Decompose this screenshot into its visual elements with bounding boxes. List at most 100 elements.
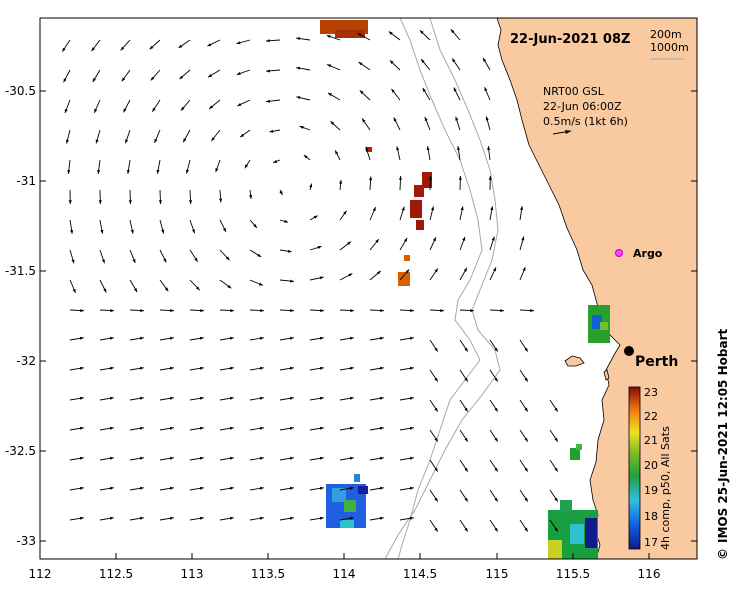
- current-arrow-head: [253, 224, 257, 228]
- current-arrow-head: [319, 456, 324, 460]
- perth-label: Perth: [635, 354, 678, 370]
- current-arrow-head: [139, 336, 144, 340]
- current-arrow-head: [453, 87, 457, 92]
- current-arrow-head: [266, 69, 270, 73]
- current-arrow-head: [169, 486, 174, 490]
- current-arrow-head: [139, 366, 144, 370]
- current-arrow-head: [319, 336, 324, 340]
- current-arrow-head: [229, 516, 234, 520]
- current-arrow-head: [289, 396, 294, 400]
- current-arrow-head: [524, 377, 528, 382]
- current-arrow-head: [524, 467, 528, 472]
- y-tick-label: -31.5: [5, 264, 36, 278]
- current-arrow-head: [164, 287, 169, 292]
- argo-marker: [615, 249, 623, 257]
- current-arrow-head: [299, 126, 304, 129]
- current-arrow-head: [199, 426, 204, 430]
- current-arrow-head: [357, 33, 362, 37]
- x-tick-label: 113.5: [251, 567, 285, 581]
- current-arrow-head: [229, 396, 234, 400]
- current-arrow-head: [185, 169, 190, 174]
- current-arrow-head: [296, 96, 301, 100]
- current-arrow-head: [494, 347, 498, 352]
- current-arrow-head: [440, 308, 444, 313]
- current-arrow-head: [358, 62, 363, 66]
- current-arrow-head: [79, 426, 84, 430]
- current-arrow-head: [494, 377, 498, 382]
- current-arrow-head: [79, 396, 84, 400]
- current-arrow-head: [199, 516, 204, 520]
- current-arrow-head: [424, 116, 428, 121]
- current-arrow-head: [524, 527, 528, 532]
- current-arrow-head: [209, 105, 214, 109]
- current-arrow-head: [128, 200, 132, 204]
- current-arrow-head: [401, 206, 405, 211]
- current-arrow-head: [120, 46, 125, 51]
- current-arrow-head: [259, 486, 264, 490]
- colorbar-tick: 19: [644, 484, 658, 497]
- current-arrows: [61, 29, 559, 532]
- y-tick-label: -31: [16, 174, 36, 188]
- current-arrow-head: [409, 426, 414, 430]
- current-arrow-head: [101, 259, 105, 264]
- map-frame: [39, 17, 698, 560]
- current-arrow-head: [284, 219, 289, 223]
- current-arrow-head: [379, 336, 384, 340]
- current-arrow-head: [434, 407, 438, 412]
- current-arrow-head: [428, 176, 432, 180]
- argo-label: Argo: [633, 247, 663, 260]
- current-arrow-head: [79, 366, 84, 370]
- current-arrow-head: [289, 516, 294, 520]
- current-arrow-head: [80, 308, 84, 313]
- current-arrow-head: [320, 308, 324, 313]
- colorbar-tick: 20: [644, 459, 658, 472]
- current-arrow-head: [313, 215, 318, 219]
- current-arrow-head: [259, 366, 264, 370]
- current-arrow-head: [289, 426, 294, 430]
- x-tick-label: 116: [638, 567, 661, 581]
- current-arrow-head: [140, 308, 144, 313]
- current-arrow-head: [225, 256, 230, 261]
- current-arrow-head: [434, 377, 438, 382]
- current-arrow-head: [455, 116, 459, 121]
- current-arrow-head: [319, 366, 324, 370]
- current-arrow-head: [362, 118, 366, 123]
- current-arrow-head: [139, 486, 144, 490]
- current-arrow-head: [319, 516, 324, 520]
- current-arrow-head: [520, 206, 524, 211]
- current-arrow-head: [485, 116, 489, 121]
- current-arrow-head: [524, 437, 528, 442]
- current-arrow-head: [94, 108, 98, 113]
- current-arrow-head: [372, 207, 376, 212]
- current-arrow-head: [409, 396, 414, 400]
- current-arrow-head: [169, 396, 174, 400]
- current-arrow-head: [79, 486, 84, 490]
- current-arrow-head: [403, 237, 408, 242]
- current-arrow-head: [521, 236, 525, 241]
- current-arrow-head: [290, 308, 294, 313]
- current-arrow-head: [110, 308, 114, 313]
- current-arrow-head: [100, 229, 104, 234]
- current-arrow-head: [554, 467, 558, 472]
- current-arrow-head: [121, 77, 126, 82]
- current-arrow-head: [388, 31, 393, 36]
- current-arrow-head: [379, 426, 384, 430]
- current-arrow-head: [376, 270, 381, 275]
- current-arrow-head: [554, 407, 558, 412]
- current-arrow-head: [393, 117, 397, 122]
- current-arrow-head: [554, 527, 558, 532]
- x-tick-label: 112.5: [99, 567, 133, 581]
- current-arrow-head: [70, 229, 74, 234]
- current-arrow-head: [68, 200, 72, 204]
- colorbar-tick: 21: [644, 434, 658, 447]
- current-arrow-head: [244, 164, 249, 169]
- current-arrow-head: [464, 437, 468, 442]
- current-arrow-head: [98, 200, 102, 204]
- current-arrow-head: [409, 456, 414, 460]
- current-arrow-head: [227, 284, 232, 289]
- current-arrow-head: [487, 146, 491, 150]
- x-tick-label: 113: [181, 567, 204, 581]
- current-arrow-head: [191, 229, 195, 234]
- current-arrow-head: [152, 107, 156, 112]
